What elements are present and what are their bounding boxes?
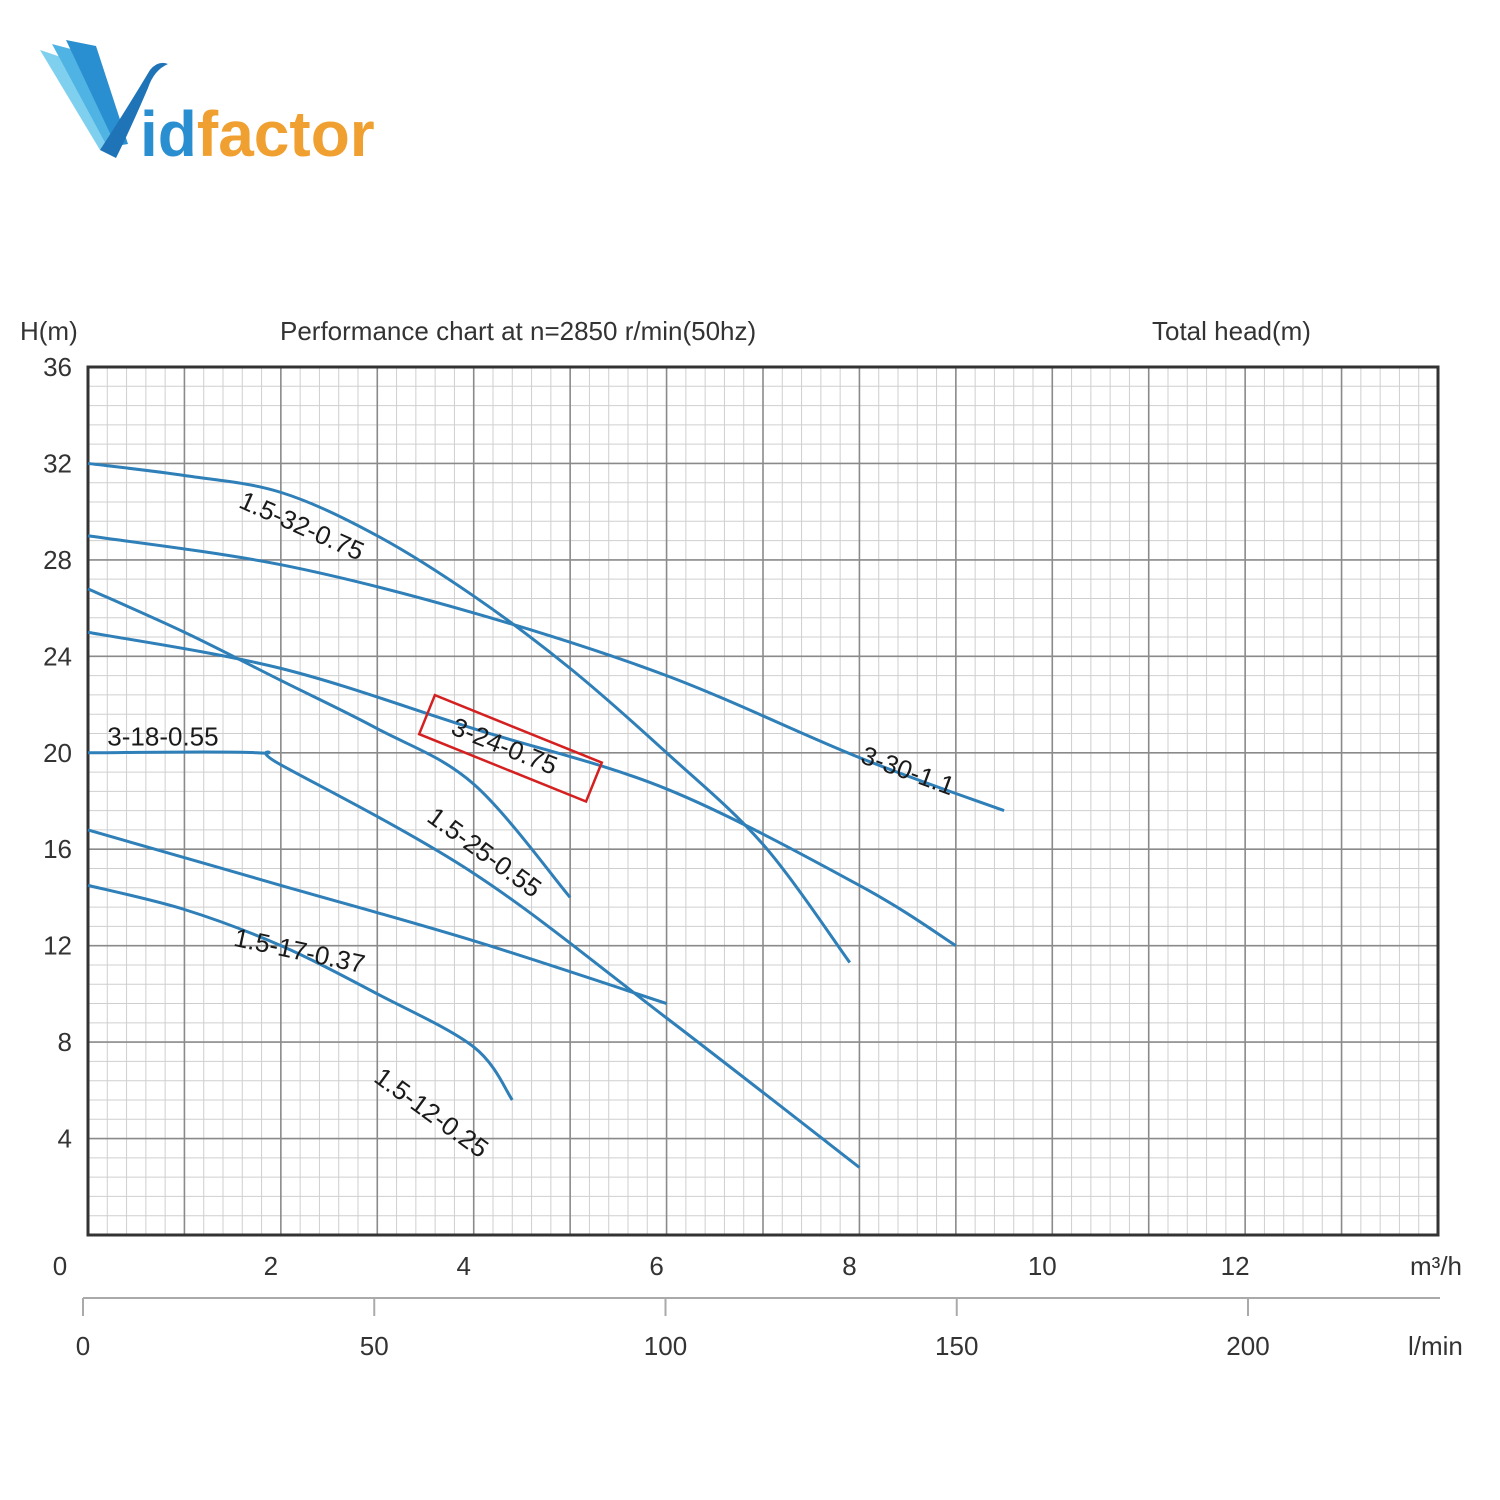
curve-3-30-1_1 (87, 534, 1005, 813)
highlight-box (417, 693, 604, 804)
curve-1_5-17-0_37 (87, 828, 668, 1005)
lmin-tick-label: 150 (935, 1331, 978, 1361)
y-axis-label: H(m) (20, 316, 78, 346)
total-head-label: Total head(m) (1152, 316, 1311, 346)
curve-1_5-12-0_25 (87, 883, 514, 1101)
y-tick-label: 4 (58, 1124, 72, 1154)
lmin-tick-label: 200 (1226, 1331, 1269, 1361)
curve-label-3-18-0_55: 3-18-0.55 (107, 722, 218, 752)
x-tick-label: 10 (1028, 1251, 1057, 1281)
curves (87, 461, 1005, 1169)
y-tick-label: 16 (43, 834, 72, 864)
x-tick-label: 12 (1221, 1251, 1250, 1281)
lmin-tick-label: 0 (76, 1331, 90, 1361)
y-tick-label: 28 (43, 545, 72, 575)
x-axis-unit: m³/h (1410, 1251, 1462, 1281)
vidfactor-logo: idfactor (40, 40, 375, 170)
y-tick-label: 32 (43, 448, 72, 478)
x-axis-ticks: 0 2 4 6 8 10 12 (53, 1251, 1250, 1281)
y-tick-label: 20 (43, 738, 72, 768)
x-tick-label: 0 (53, 1251, 67, 1281)
curve-3-24-0_75 (87, 630, 957, 947)
curve-label-group: 1.5-12-0.25 (369, 1061, 494, 1163)
curve-label-group: 1.5-17-0.37 (231, 922, 367, 979)
major-grid (87, 366, 1439, 1236)
plot-frame (86, 365, 1440, 1237)
logo-text: idfactor (140, 98, 375, 170)
curve-label-3-24-0_75: 3-24-0.75 (447, 711, 561, 781)
curve-label-group: 3-30-1.1 (857, 740, 958, 801)
x-tick-label: 4 (456, 1251, 470, 1281)
lmin-tick-label: 100 (644, 1331, 687, 1361)
curve-3-18-0_55 (87, 750, 861, 1169)
curve-1_5-32-0_75 (87, 461, 851, 964)
minor-grid (88, 367, 1438, 1235)
y-tick-label: 8 (58, 1027, 72, 1057)
y-tick-label: 12 (43, 931, 72, 961)
curve-label-group: 3-18-0.55 (107, 722, 218, 752)
curve-label-group: 1.5-32-0.75 (235, 485, 369, 566)
curve-1_5-25-0_55 (87, 587, 572, 899)
lmin-axis-unit: l/min (1408, 1331, 1463, 1361)
y-tick-label: 36 (43, 352, 72, 382)
x-tick-label: 2 (264, 1251, 278, 1281)
curve-label-1_5-32-0_75: 1.5-32-0.75 (235, 485, 369, 566)
y-axis-ticks: 4 8 12 16 20 24 28 32 36 (43, 352, 72, 1154)
x-tick-label: 8 (842, 1251, 856, 1281)
curve-label-1_5-17-0_37: 1.5-17-0.37 (231, 922, 367, 979)
y-tick-label: 24 (43, 641, 72, 671)
curve-label-group: 3-24-0.75 (417, 693, 604, 804)
chart-title: Performance chart at n=2850 r/min(50hz) (280, 316, 756, 346)
lmin-axis-ticks: 0 50 100 150 200 (76, 1298, 1270, 1361)
wing-icon (40, 40, 168, 158)
x-tick-label: 6 (649, 1251, 663, 1281)
curve-label-3-30-1_1: 3-30-1.1 (857, 740, 958, 801)
curve-label-1_5-12-0_25: 1.5-12-0.25 (369, 1061, 494, 1163)
lmin-tick-label: 50 (360, 1331, 389, 1361)
